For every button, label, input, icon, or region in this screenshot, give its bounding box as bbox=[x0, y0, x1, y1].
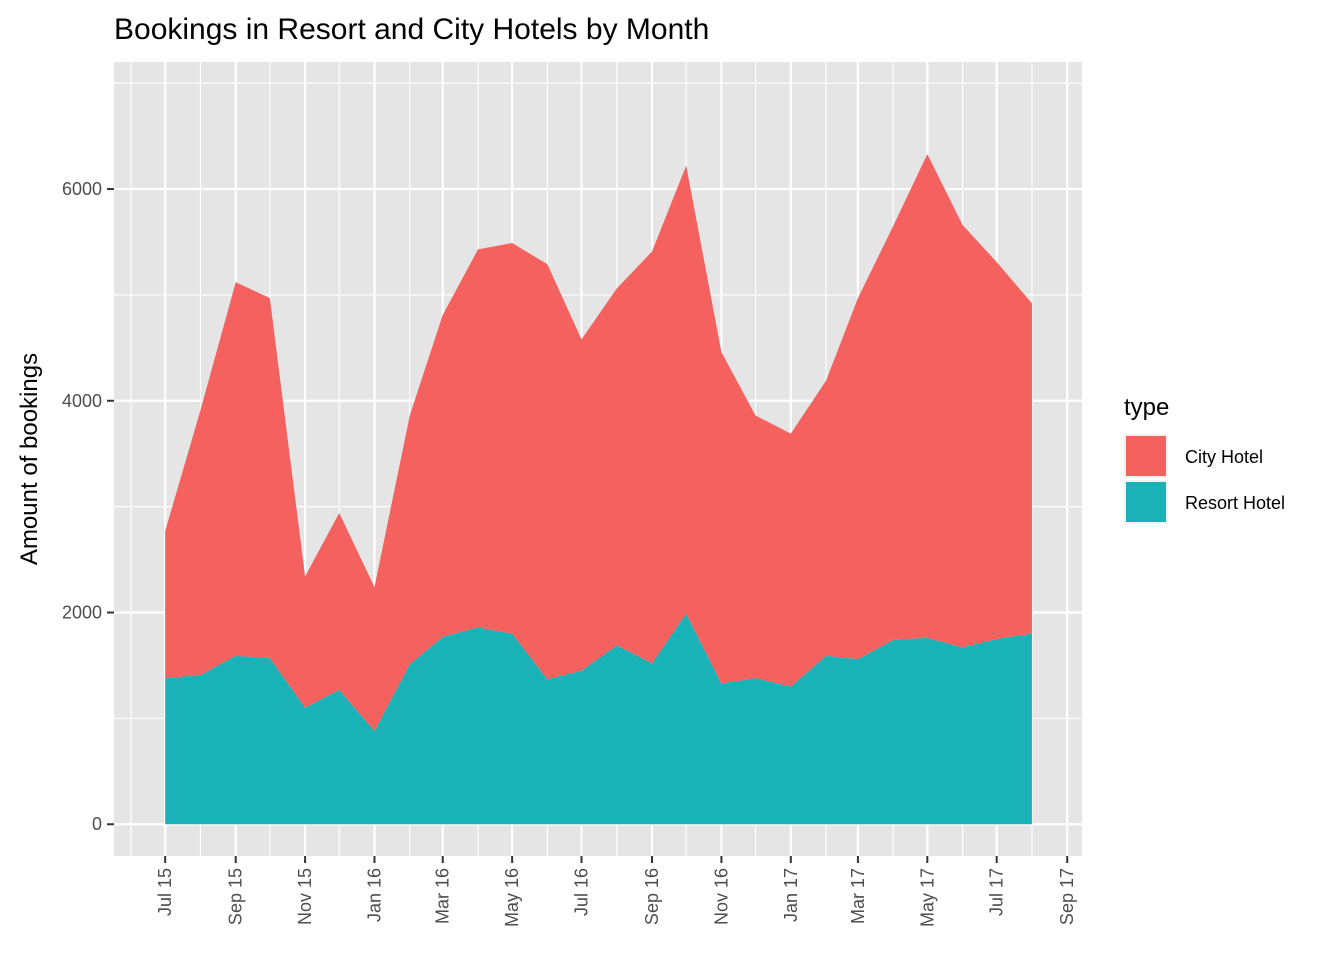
area-city-hotel bbox=[165, 154, 1032, 732]
x-tick-label: Mar 16 bbox=[433, 868, 453, 924]
legend-label-resort-hotel: Resort Hotel bbox=[1185, 493, 1285, 513]
x-axis: Jul 15 Sep 15 Nov 15 Jan 16 Mar 16 May 16 Jul … bbox=[155, 856, 1077, 927]
x-tick-label: Jul 17 bbox=[987, 868, 1007, 916]
y-tick-label: 2000 bbox=[62, 603, 102, 623]
legend-title: type bbox=[1124, 394, 1169, 421]
x-tick-label: Jan 16 bbox=[364, 868, 384, 922]
y-tick-label: 0 bbox=[92, 814, 102, 834]
legend: type City Hotel Resort Hotel bbox=[1124, 394, 1285, 524]
x-tick-label: Sep 16 bbox=[642, 868, 662, 925]
x-tick-label: Sep 15 bbox=[226, 868, 246, 925]
y-tick-label: 4000 bbox=[62, 391, 102, 411]
area-series-group bbox=[165, 154, 1032, 825]
y-axis: 0 2000 4000 6000 bbox=[62, 179, 114, 834]
y-tick-label: 6000 bbox=[62, 179, 102, 199]
legend-swatch-resort-hotel bbox=[1126, 482, 1166, 522]
x-tick-label: May 16 bbox=[502, 868, 522, 927]
x-tick-label: Sep 17 bbox=[1057, 868, 1077, 925]
x-tick-label: May 17 bbox=[917, 868, 937, 927]
x-tick-label: Mar 17 bbox=[848, 868, 868, 924]
legend-label-city-hotel: City Hotel bbox=[1185, 447, 1263, 467]
y-axis-title: Amount of bookings bbox=[16, 353, 43, 565]
x-tick-label: Jul 15 bbox=[155, 868, 175, 916]
x-tick-label: Nov 15 bbox=[295, 868, 315, 925]
chart-title: Bookings in Resort and City Hotels by Mo… bbox=[114, 13, 709, 46]
area-resort-hotel bbox=[165, 613, 1032, 825]
x-tick-label: Jul 16 bbox=[572, 868, 592, 916]
x-tick-label: Nov 16 bbox=[711, 868, 731, 925]
legend-swatch-city-hotel bbox=[1126, 436, 1166, 476]
x-tick-label: Jan 17 bbox=[781, 868, 801, 922]
